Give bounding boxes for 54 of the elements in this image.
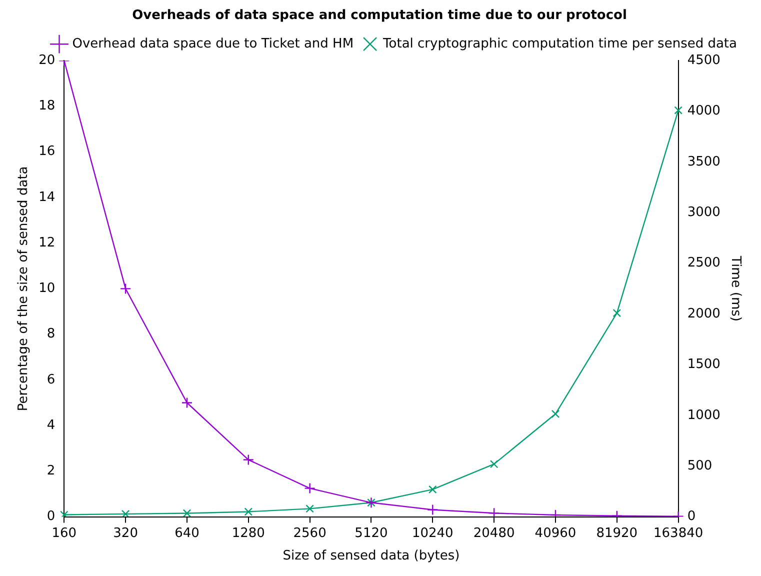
x-tick-label: 40960 xyxy=(534,526,576,541)
point xyxy=(304,482,316,494)
y2-tick-label: 4000 xyxy=(687,104,720,119)
x-tick-label: 320 xyxy=(113,526,138,541)
y2-tick-label: 1000 xyxy=(687,408,720,423)
y-tick-label: 6 xyxy=(46,372,56,388)
x-tick-label: 1280 xyxy=(232,526,265,541)
point xyxy=(242,454,254,466)
y2-tick-label: 1500 xyxy=(687,357,720,372)
legend-label: Overhead data space due to Ticket and HM xyxy=(72,36,354,52)
point xyxy=(551,410,560,418)
y-tick-label: 20 xyxy=(38,52,56,68)
y2-axis-title: Time (ms) xyxy=(728,254,743,322)
point xyxy=(60,510,68,517)
x-tick-label: 20480 xyxy=(473,526,515,541)
y-tick-label: 10 xyxy=(38,281,56,296)
point xyxy=(181,397,193,408)
y2-tick-label: 4500 xyxy=(687,52,720,68)
chart-title: Overheads of data space and computation time due to our protocol xyxy=(132,8,627,24)
y-tick-label: 18 xyxy=(38,98,56,114)
y2-tick-label: 2000 xyxy=(687,306,720,322)
x-tick-label: 81920 xyxy=(596,526,638,541)
x-tick-label: 640 xyxy=(174,526,200,541)
point xyxy=(182,509,192,517)
y-tick-label: 16 xyxy=(38,144,56,160)
y-tick-label: 12 xyxy=(38,235,56,250)
point xyxy=(488,508,500,517)
point xyxy=(306,504,314,513)
y2-tick-label: 500 xyxy=(687,458,712,474)
x-tick-label: 2560 xyxy=(293,526,326,541)
y2-tick-label: 0 xyxy=(687,509,696,524)
y-axis-title: Percentage of the size of sensed data xyxy=(16,166,32,412)
y-tick-label: 2 xyxy=(46,464,56,479)
point xyxy=(428,485,437,494)
point xyxy=(427,504,438,516)
point xyxy=(674,106,682,114)
y-tick-label: 8 xyxy=(46,326,56,342)
legend-label: Total cryptographic computation time per sensed data xyxy=(382,36,738,52)
point xyxy=(612,308,622,318)
point xyxy=(121,510,130,517)
x-tick-label: 160 xyxy=(52,526,77,541)
y-tick-label: 14 xyxy=(38,190,56,205)
x-tick-label: 5120 xyxy=(354,526,388,541)
y2-tick-label: 3500 xyxy=(687,154,720,170)
x-tick-label: 163840 xyxy=(653,526,704,541)
y-tick-label: 4 xyxy=(46,418,56,433)
point xyxy=(244,508,253,516)
y-tick-label: 0 xyxy=(46,509,56,524)
y2-tick-label: 3000 xyxy=(687,205,720,220)
x-tick-label: 10240 xyxy=(412,526,454,541)
x-axis-title: Size of sensed data (bytes) xyxy=(282,548,460,564)
point xyxy=(490,460,498,468)
point xyxy=(120,283,132,294)
y2-tick-label: 2500 xyxy=(687,256,720,271)
